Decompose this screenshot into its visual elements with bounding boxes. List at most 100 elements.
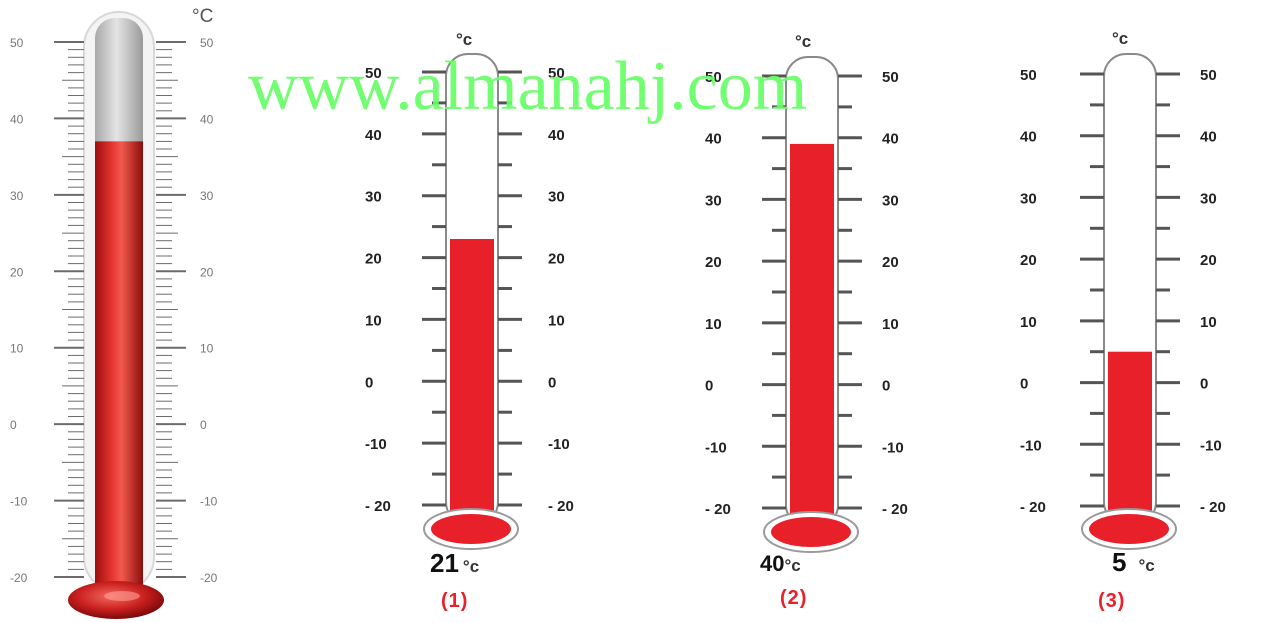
scale-label-left: 0 <box>1020 376 1028 393</box>
ref-scale-label-right: 50 <box>200 36 214 50</box>
watermark-text: www.almanahj.com <box>248 48 808 125</box>
scale-label-right: 40 <box>882 131 899 148</box>
scale-label-left: 40 <box>365 127 382 144</box>
thermometer-3-liquid <box>1108 351 1152 528</box>
scale-label-right: 0 <box>548 374 556 391</box>
ref-scale-label-left: 40 <box>10 112 24 126</box>
scale-label-right: -10 <box>882 439 904 456</box>
scale-label-right: 30 <box>548 189 565 206</box>
thermometer-1-reading-value: 21 <box>430 548 459 578</box>
scale-label-right: 0 <box>882 378 890 395</box>
ref-bulb-highlight <box>104 591 140 601</box>
scale-label-left: 20 <box>1020 252 1037 269</box>
thermometer-2-ticks: 50 40 30 20 10 0 -10 - 20 50 40 30 20 10 0 -10 - 20 <box>705 69 908 518</box>
scale-label-right: 10 <box>1200 314 1217 331</box>
thermometer-1-caption: (1) <box>441 590 469 612</box>
scale-label-left: 50 <box>705 69 722 86</box>
scale-label-right: 10 <box>882 316 899 333</box>
scale-label-left: -10 <box>705 439 727 456</box>
thermometer-2-unit-label: °c <box>795 32 811 51</box>
thermometer-1-bulb <box>431 514 511 544</box>
scale-label-left: -10 <box>1020 437 1042 454</box>
thermometer-2-reading: 40°c <box>760 551 801 577</box>
thermometer-3-reading-unit: °c <box>1138 556 1155 575</box>
thermometer-3-reading: 5 °c <box>1112 547 1155 578</box>
scale-label-right: 50 <box>1200 67 1217 84</box>
thermometer-3-ticks: 50 40 30 20 10 0 -10 - 20 50 40 30 20 10 0 -10 - 20 <box>1020 67 1226 516</box>
scale-label-left: 10 <box>705 316 722 333</box>
scale-label-left: -10 <box>365 436 387 453</box>
ref-scale-label-right: -20 <box>200 571 218 585</box>
ref-scale-label-left: 20 <box>10 265 24 279</box>
thermometer-1-unit-label: °c <box>456 30 472 49</box>
thermometer-2-reading-value: 40 <box>760 551 785 576</box>
scale-label-left: - 20 <box>365 498 391 515</box>
scale-label-left: 30 <box>1020 190 1037 207</box>
ref-scale-label-right: 20 <box>200 265 214 279</box>
ref-scale-label-left: 50 <box>10 36 24 50</box>
thermometer-3-bulb <box>1089 514 1169 544</box>
thermometer-3: 50 40 30 20 10 0 -10 - 20 50 40 30 20 10 0 -10 - 20 °c <box>1020 29 1226 550</box>
scale-label-right: 20 <box>1200 252 1217 269</box>
scale-label-left: 50 <box>1020 67 1037 84</box>
scale-label-left: - 20 <box>705 501 731 518</box>
thermometer-1-liquid <box>450 239 494 527</box>
ref-scale-label-left: 30 <box>10 189 24 203</box>
scale-label-left: 0 <box>705 378 713 395</box>
reference-thermometer: 50 50 40 40 30 30 20 20 10 10 0 0 -10 -10 -20 -20 °C <box>10 6 218 619</box>
scale-label-left: 30 <box>365 189 382 206</box>
scale-label-right: 50 <box>548 65 565 82</box>
ref-scale-label-right: -10 <box>200 495 218 509</box>
scale-label-left: 40 <box>1020 129 1037 146</box>
scale-label-left: - 20 <box>1020 499 1046 516</box>
thermometer-2: 50 40 30 20 10 0 -10 - 20 50 40 30 20 10 0 -10 - 20 °c <box>705 32 908 553</box>
ref-scale-label-left: -20 <box>10 571 28 585</box>
scale-label-right: 50 <box>882 69 899 86</box>
thermometer-3-unit-label: °c <box>1112 29 1128 48</box>
scale-label-left: 50 <box>365 65 382 82</box>
scale-label-right: 40 <box>1200 129 1217 146</box>
scale-label-right: -10 <box>1200 437 1222 454</box>
ref-scale-label-left: 0 <box>10 418 17 432</box>
scale-label-right: 40 <box>548 127 565 144</box>
scale-label-right: - 20 <box>882 501 908 518</box>
scale-label-left: 20 <box>365 251 382 268</box>
scale-label-right: - 20 <box>1200 499 1226 516</box>
scale-label-left: 0 <box>365 374 373 391</box>
thermometer-3-caption: (3) <box>1098 590 1126 612</box>
ref-scale-label-right: 30 <box>200 189 214 203</box>
ref-unit-label: °C <box>192 6 213 27</box>
thermometer-2-reading-unit: °c <box>784 556 801 575</box>
scale-label-right: 20 <box>548 251 565 268</box>
ref-scale-label-right: 40 <box>200 112 214 126</box>
scale-label-right: 0 <box>1200 376 1208 393</box>
thermometer-2-liquid <box>790 143 834 530</box>
scale-label-left: 20 <box>705 254 722 271</box>
scale-label-right: 30 <box>1200 190 1217 207</box>
thermometer-2-bulb <box>771 517 851 547</box>
scale-label-left: 10 <box>365 312 382 329</box>
ref-ticks-right <box>156 41 186 578</box>
thermometer-1: 50 40 30 20 10 0 -10 - 20 50 40 30 20 10 0 -10 - 20 °c <box>365 30 574 550</box>
scale-label-left: 10 <box>1020 314 1037 331</box>
scale-label-left: 30 <box>705 192 722 209</box>
ref-scale-labels: 50 50 40 40 30 30 20 20 10 10 0 0 -10 -10 -20 -20 <box>10 36 218 585</box>
thermometer-1-reading-unit: °c <box>462 557 480 576</box>
scale-label-right: 20 <box>882 254 899 271</box>
scale-label-left: 40 <box>705 131 722 148</box>
ref-scale-label-right: 10 <box>200 342 214 356</box>
scale-label-right: 10 <box>548 312 565 329</box>
thermometer-2-caption: (2) <box>780 587 808 609</box>
thermometer-1-ticks: 50 40 30 20 10 0 -10 - 20 50 40 30 20 10 0 -10 - 20 <box>365 65 574 515</box>
ref-scale-label-left: 10 <box>10 342 24 356</box>
scale-label-right: 30 <box>882 192 899 209</box>
thermometer-3-reading-value: 5 <box>1112 547 1127 577</box>
ref-scale-label-left: -10 <box>10 495 28 509</box>
thermometer-1-reading: 21 °c <box>430 548 479 579</box>
ref-liquid-column <box>95 141 143 600</box>
ref-scale-label-right: 0 <box>200 418 207 432</box>
scale-label-right: -10 <box>548 436 570 453</box>
scale-label-right: - 20 <box>548 498 574 515</box>
ref-ticks-left <box>54 41 84 578</box>
